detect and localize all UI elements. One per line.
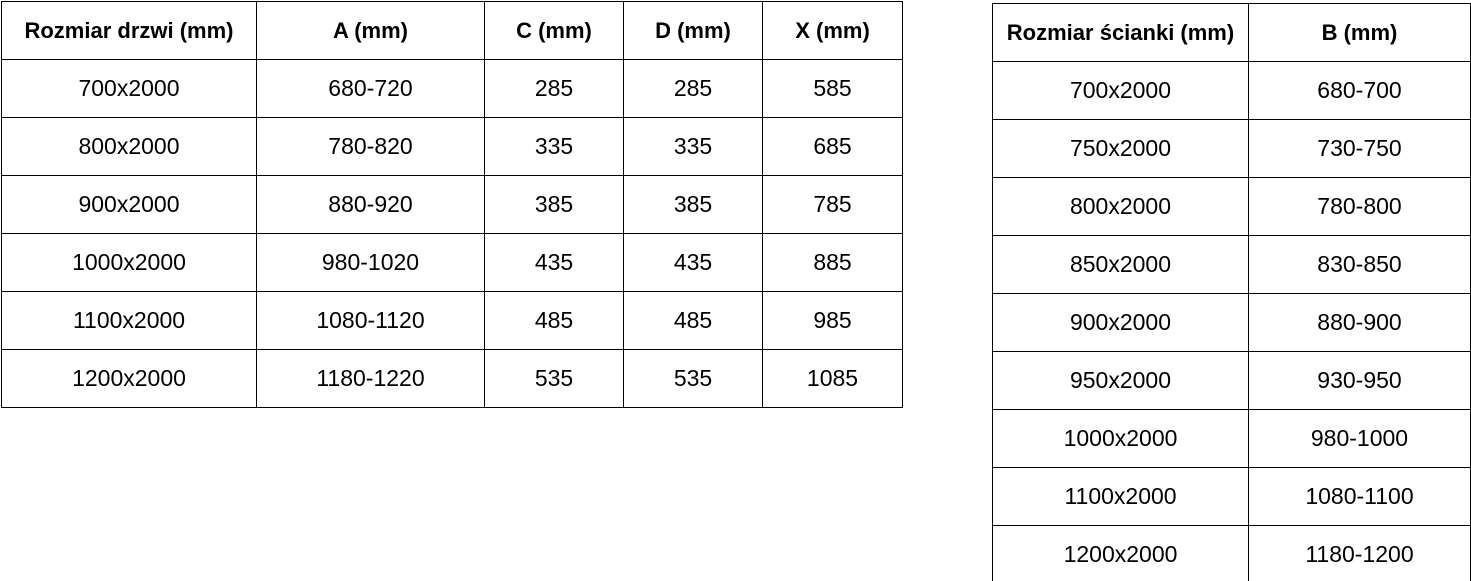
- table-row: 750x2000 730-750: [992, 119, 1471, 178]
- table-cell: 385: [484, 175, 624, 234]
- table-cell: 1180-1200: [1248, 525, 1471, 581]
- table-cell: 830-850: [1248, 235, 1471, 294]
- table-row: 900x2000 880-920 385 385 785: [1, 175, 903, 234]
- table-cell: 700x2000: [992, 61, 1249, 120]
- table-cell: 800x2000: [1, 117, 257, 176]
- table-cell: 880-920: [256, 175, 485, 234]
- table-row: 1200x2000 1180-1200: [992, 525, 1471, 581]
- table-cell: 980-1000: [1248, 409, 1471, 468]
- table-row: 900x2000 880-900: [992, 293, 1471, 352]
- table-cell: 750x2000: [992, 119, 1249, 178]
- table-cell: 850x2000: [992, 235, 1249, 294]
- header-row: Rozmiar ścianki (mm) B (mm): [992, 3, 1471, 62]
- column-header: C (mm): [484, 1, 624, 60]
- table-cell: 900x2000: [992, 293, 1249, 352]
- table-cell: 585: [762, 59, 903, 118]
- table-cell: 435: [484, 233, 624, 292]
- table-row: 700x2000 680-720 285 285 585: [1, 59, 903, 118]
- table-row: 800x2000 780-800: [992, 177, 1471, 236]
- table-cell: 1000x2000: [1, 233, 257, 292]
- table-cell: 1080-1120: [256, 291, 485, 350]
- wall-panel-sizes-table: Rozmiar ścianki (mm) B (mm) 700x2000 680-70…: [992, 3, 1471, 581]
- table-cell: 1180-1220: [256, 349, 485, 408]
- column-header: B (mm): [1248, 3, 1471, 62]
- table-cell: 1200x2000: [992, 525, 1249, 581]
- table-cell: 950x2000: [992, 351, 1249, 410]
- table-cell: 780-820: [256, 117, 485, 176]
- table-row: 1000x2000 980-1020 435 435 885: [1, 233, 903, 292]
- table-cell: 485: [623, 291, 763, 350]
- column-header: Rozmiar ścianki (mm): [992, 3, 1249, 62]
- table-row: 1000x2000 980-1000: [992, 409, 1471, 468]
- table-cell: 435: [623, 233, 763, 292]
- table-cell: 800x2000: [992, 177, 1249, 236]
- table-cell: 1085: [762, 349, 903, 408]
- table-cell: 985: [762, 291, 903, 350]
- table-cell: 535: [484, 349, 624, 408]
- table-cell: 885: [762, 233, 903, 292]
- table-cell: 1100x2000: [1, 291, 257, 350]
- column-header: X (mm): [762, 1, 903, 60]
- table-cell: 980-1020: [256, 233, 485, 292]
- column-header: A (mm): [256, 1, 485, 60]
- table-cell: 535: [623, 349, 763, 408]
- table-row: 1200x2000 1180-1220 535 535 1085: [1, 349, 903, 408]
- column-header: Rozmiar drzwi (mm): [1, 1, 257, 60]
- table-row: 1100x2000 1080-1100: [992, 467, 1471, 526]
- table-cell: 680-700: [1248, 61, 1471, 120]
- table-cell: 1100x2000: [992, 467, 1249, 526]
- table-cell: 880-900: [1248, 293, 1471, 352]
- table-cell: 1000x2000: [992, 409, 1249, 468]
- table-cell: 785: [762, 175, 903, 234]
- header-row: Rozmiar drzwi (mm) A (mm) C (mm) D (mm) X (m…: [1, 1, 903, 60]
- table-cell: 335: [623, 117, 763, 176]
- table-cell: 685: [762, 117, 903, 176]
- table-cell: 930-950: [1248, 351, 1471, 410]
- table-cell: 700x2000: [1, 59, 257, 118]
- table-cell: 680-720: [256, 59, 485, 118]
- table-cell: 780-800: [1248, 177, 1471, 236]
- table-row: 850x2000 830-850: [992, 235, 1471, 294]
- table-cell: 485: [484, 291, 624, 350]
- table-row: 950x2000 930-950: [992, 351, 1471, 410]
- table-row: 800x2000 780-820 335 335 685: [1, 117, 903, 176]
- door-sizes-table: Rozmiar drzwi (mm) A (mm) C (mm) D (mm) X (m…: [1, 1, 903, 408]
- table-row: 1100x2000 1080-1120 485 485 985: [1, 291, 903, 350]
- table-cell: 285: [623, 59, 763, 118]
- column-header: D (mm): [623, 1, 763, 60]
- table-cell: 385: [623, 175, 763, 234]
- table-cell: 285: [484, 59, 624, 118]
- table-cell: 730-750: [1248, 119, 1471, 178]
- table-cell: 1080-1100: [1248, 467, 1471, 526]
- table-cell: 900x2000: [1, 175, 257, 234]
- table-cell: 335: [484, 117, 624, 176]
- table-row: 700x2000 680-700: [992, 61, 1471, 120]
- table-cell: 1200x2000: [1, 349, 257, 408]
